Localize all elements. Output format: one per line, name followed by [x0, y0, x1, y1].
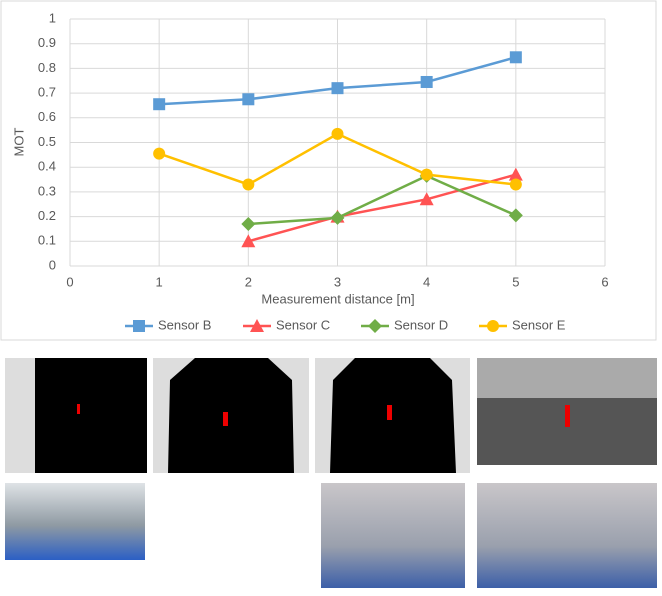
y-axis-label: MOT [11, 128, 26, 157]
y-tick-label: 0.2 [38, 208, 56, 223]
marker [332, 128, 344, 140]
marker [510, 51, 522, 63]
x-tick-label: 5 [512, 274, 519, 289]
x-axis-label: Measurement distance [m] [261, 291, 414, 306]
marker [421, 76, 433, 88]
legend-label: Sensor E [512, 317, 566, 332]
depth-image [153, 358, 309, 473]
depth-target [77, 404, 80, 414]
y-tick-label: 0.9 [38, 35, 56, 50]
legend-label: Sensor D [394, 317, 448, 332]
figure: MOT Measurement distance [m] 0 0.1 0.2 0.3 0… [0, 0, 662, 591]
marker [133, 320, 145, 332]
images [5, 358, 657, 588]
x-tick-label: 3 [334, 274, 341, 289]
depth-image [315, 358, 470, 473]
y-tick-label: 0.1 [38, 233, 56, 248]
camera-image [5, 483, 145, 560]
marker [242, 93, 254, 105]
y-tick-label: 0.7 [38, 85, 56, 100]
marker [510, 178, 522, 190]
x-tick-label: 2 [245, 274, 252, 289]
depth-target [565, 405, 570, 427]
depth-target [223, 412, 228, 426]
y-tick-label: 1 [49, 10, 56, 25]
depth-target [387, 405, 392, 420]
y-tick-label: 0.6 [38, 109, 56, 124]
camera-image [321, 483, 465, 588]
x-tick-label: 6 [601, 274, 608, 289]
y-tick-label: 0.5 [38, 134, 56, 149]
x-tick-label: 0 [66, 274, 73, 289]
marker [153, 98, 165, 110]
depth-image-detail [477, 358, 657, 398]
y-tick-label: 0.3 [38, 183, 56, 198]
y-tick-label: 0 [49, 257, 56, 272]
marker [242, 178, 254, 190]
depth-image-detail [5, 358, 35, 473]
chart-frame [1, 1, 656, 340]
legend-label: Sensor B [158, 317, 211, 332]
marker [487, 320, 499, 332]
legend-label: Sensor C [276, 317, 330, 332]
marker [153, 148, 165, 160]
marker [421, 169, 433, 181]
x-tick-label: 4 [423, 274, 430, 289]
y-tick-label: 0.4 [38, 159, 56, 174]
camera-image [477, 483, 657, 588]
y-tick-label: 0.8 [38, 60, 56, 75]
x-tick-label: 1 [156, 274, 163, 289]
marker [332, 82, 344, 94]
